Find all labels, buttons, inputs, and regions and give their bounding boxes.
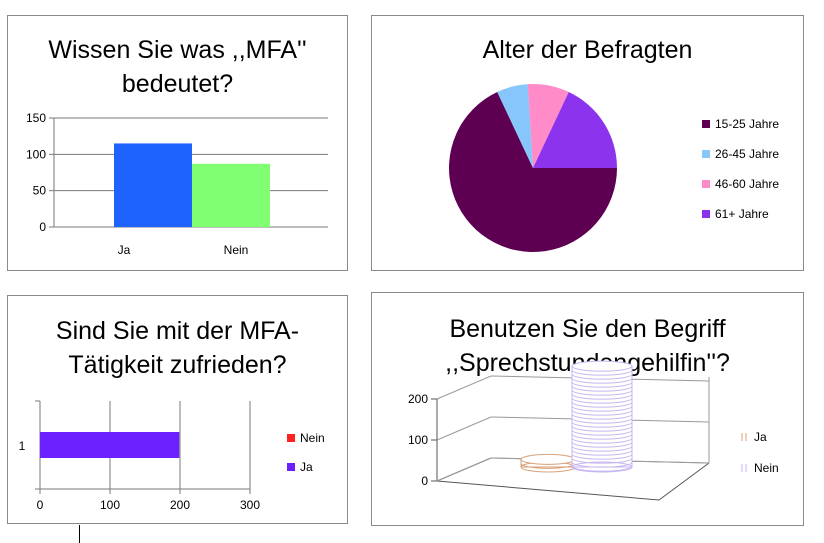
chart-title: Sind Sie mit der MFA- Tätigkeit zufriede… <box>8 314 347 382</box>
cylinder-chart-term-usage: 0 100 200 Ja Nein <box>408 360 779 501</box>
horizontal-bar-chart-satisfaction: 0 100 200 300 1 Nein Ja <box>19 400 325 512</box>
pie-slice-4 <box>533 91 617 168</box>
legend-label: Ja <box>754 430 767 444</box>
chart-panel-age: Alter der Befragten 15-25 Jahre 26-45 Jah… <box>371 15 804 271</box>
cylinder-stripe <box>571 457 633 464</box>
cylinder-stripe <box>571 377 633 384</box>
legend-item: Ja <box>741 430 767 444</box>
legend-swatch <box>702 120 710 128</box>
y-tick-label: 200 <box>408 392 428 406</box>
cylinder-stripe <box>571 381 633 388</box>
legend-swatch <box>702 210 710 218</box>
x-tick-label: 300 <box>240 498 260 512</box>
chart-panel-term-usage: Benutzen Sie den Begriff ,,Sprechstunden… <box>371 292 804 526</box>
cylinder-stripe <box>571 465 633 472</box>
bar-ja <box>40 432 180 458</box>
divider-line <box>79 525 80 543</box>
pie-slice-3 <box>527 84 569 168</box>
cylinder-stripe <box>571 461 633 468</box>
cylinder-stripe <box>571 441 633 448</box>
cylinder-top <box>520 453 576 465</box>
legend-label: 26-45 Jahre <box>715 147 779 161</box>
pie-slice-2 <box>497 84 533 168</box>
pie-slice-1 <box>449 91 617 252</box>
legend-swatch <box>702 150 710 158</box>
legend-label: 46-60 Jahre <box>715 177 779 191</box>
chart-panel-mfa-meaning: Wissen Sie was ,,MFA'' bedeutet? 0 50 100 1… <box>7 15 348 271</box>
cylinder-stripe <box>571 449 633 456</box>
floor-edge <box>436 462 710 501</box>
y-tick-label: 100 <box>26 147 46 161</box>
cylinder-stripe <box>571 433 633 440</box>
legend-swatch <box>287 434 295 442</box>
x-tick-label: 100 <box>100 498 120 512</box>
cylinder-stripe <box>571 421 633 428</box>
cylinder-stripe <box>571 437 633 444</box>
chart-title-line-1: Sind Sie mit der MFA- <box>55 317 300 345</box>
gridline-side <box>436 375 492 400</box>
cylinder-stripe <box>571 429 633 436</box>
x-category-label: Nein <box>224 243 249 257</box>
bar-chart-mfa-meaning: 0 50 100 150 Ja Nein <box>26 111 328 257</box>
legend-label: 15-25 Jahre <box>715 117 779 131</box>
pie-chart-age: 15-25 Jahre 26-45 Jahre 46-60 Jahre 61+ Jah… <box>449 84 779 252</box>
chart-title-line-2: bedeutet? <box>121 70 234 98</box>
legend-swatch <box>702 180 710 188</box>
legend-label: Nein <box>300 431 325 445</box>
cylinder-top <box>571 360 633 372</box>
cylinder-stripe <box>571 385 633 392</box>
cylinder-stripe <box>571 369 633 376</box>
chart-title-line-1: Benutzen Sie den Begriff <box>449 315 726 343</box>
cylinder-stripe <box>571 453 633 460</box>
x-category-label: Ja <box>118 243 131 257</box>
bar-nein <box>192 163 270 227</box>
bar-ja <box>114 143 192 227</box>
cylinder-ja <box>520 453 576 473</box>
legend-label: Nein <box>754 461 779 475</box>
cylinder-base <box>571 461 633 473</box>
chart-title-line-2: Tätigkeit zufrieden? <box>68 351 287 379</box>
cylinder-stripe <box>571 401 633 408</box>
y-tick-label: 100 <box>408 433 428 447</box>
cylinder-stripe <box>571 397 633 404</box>
cylinder-nein <box>571 360 633 473</box>
x-tick-label: 200 <box>170 498 190 512</box>
y-tick-label: 150 <box>26 111 46 125</box>
cylinder-stripe <box>571 393 633 400</box>
y-tick-label: 50 <box>33 184 47 198</box>
x-tick-label: 0 <box>37 498 44 512</box>
cylinder-stripe <box>571 445 633 452</box>
cylinder-stripe <box>571 405 633 412</box>
gridline-side <box>436 416 492 441</box>
chart-title: Wissen Sie was ,,MFA'' bedeutet? <box>8 33 347 101</box>
cylinder-stripe <box>571 389 633 396</box>
cylinder-stripe <box>571 413 633 420</box>
gridline-side <box>436 457 492 482</box>
cylinder-stripe <box>571 409 633 416</box>
legend-swatch <box>287 463 295 471</box>
chart-title: Alter der Befragten <box>482 36 693 64</box>
chart-panel-satisfaction: Sind Sie mit der MFA- Tätigkeit zufriede… <box>7 295 348 524</box>
legend-item: Nein <box>741 461 779 475</box>
cylinder-stripe <box>571 373 633 380</box>
y-tick-label: 0 <box>39 220 46 234</box>
cylinder-stripe <box>571 425 633 432</box>
legend-label: Ja <box>300 460 313 474</box>
cylinder-stripe <box>571 417 633 424</box>
y-category-label: 1 <box>19 439 26 453</box>
chart-title-line-1: Wissen Sie was ,,MFA'' <box>48 36 307 64</box>
y-tick-label: 0 <box>421 474 428 488</box>
legend-label: 61+ Jahre <box>715 207 769 221</box>
